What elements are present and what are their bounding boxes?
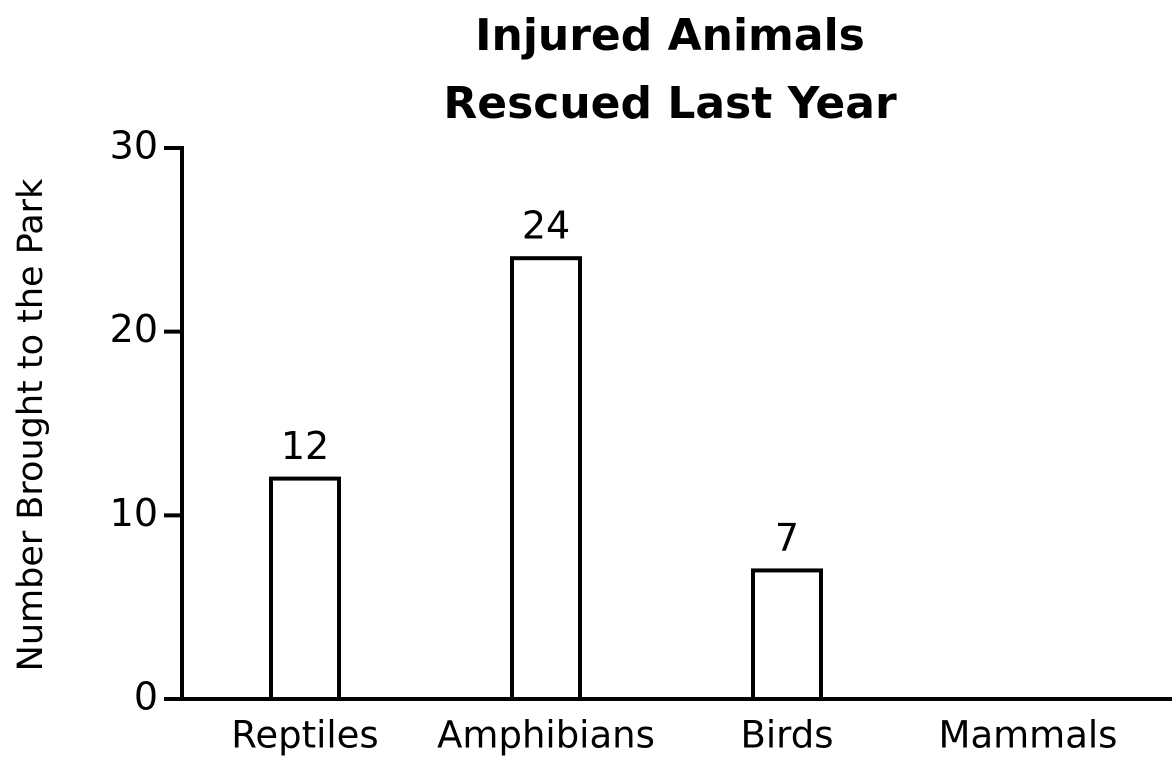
bar bbox=[751, 568, 823, 702]
y-tick-label: 0 bbox=[134, 675, 158, 719]
bar bbox=[510, 256, 582, 701]
x-tick-label: Reptiles bbox=[231, 714, 378, 757]
x-tick-label: Birds bbox=[741, 714, 834, 757]
y-tick-label: 10 bbox=[110, 491, 158, 535]
y-tick-label: 30 bbox=[110, 124, 158, 168]
value-label: 24 bbox=[522, 204, 570, 248]
bar bbox=[269, 476, 341, 701]
x-tick-label: Mammals bbox=[939, 714, 1118, 757]
x-tick-label: Amphibians bbox=[437, 714, 655, 757]
y-tick-label: 20 bbox=[110, 307, 158, 351]
chart-title: Rescued Last Year bbox=[443, 78, 897, 129]
value-label: 12 bbox=[281, 424, 329, 468]
chart-title: Injured Animals bbox=[475, 10, 865, 61]
value-label: 7 bbox=[775, 516, 799, 560]
y-axis-label: Number Brought to the Park bbox=[11, 178, 51, 671]
